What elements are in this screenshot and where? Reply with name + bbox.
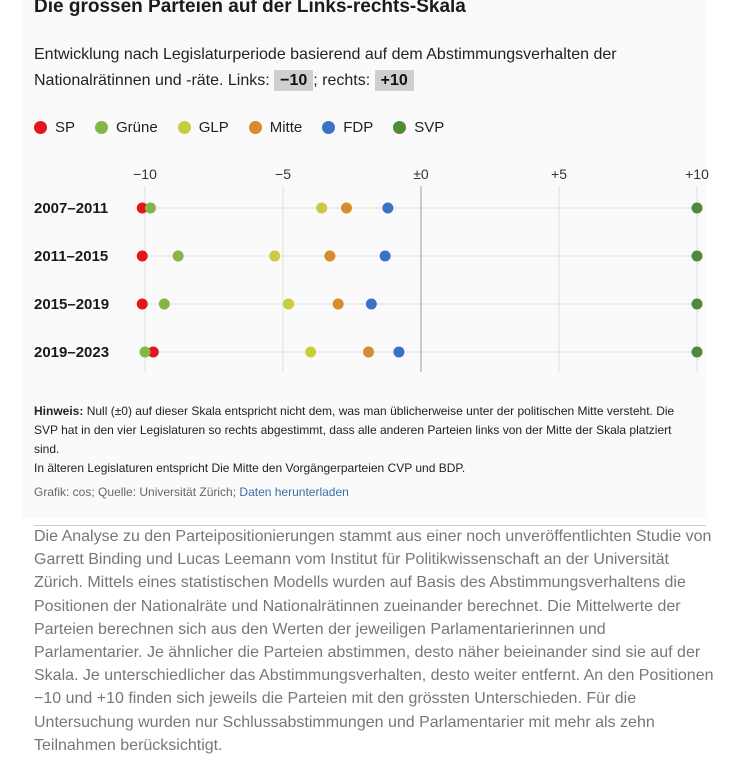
point-grüne — [139, 346, 151, 358]
point-svp — [691, 346, 703, 358]
x-tick-label: −10 — [133, 166, 157, 182]
download-data-link[interactable]: Daten herunterladen — [239, 485, 349, 499]
subtitle-mid: ; rechts: — [313, 72, 375, 89]
chart-source: Grafik: cos; Quelle: Universität Zürich;… — [34, 485, 349, 499]
point-mitte — [340, 202, 352, 214]
point-mitte — [324, 250, 336, 262]
legend-label: Mitte — [269, 118, 303, 136]
row-label: 2007–2011 — [34, 200, 108, 217]
chart-title: Die grossen Parteien auf der Links-recht… — [34, 0, 466, 17]
note-text-2: In älteren Legislaturen entspricht Die M… — [34, 461, 466, 475]
legend-label: GLP — [198, 118, 229, 136]
point-grüne — [145, 202, 157, 214]
point-svp — [691, 250, 703, 262]
legend-item-svp: SVP — [393, 119, 444, 136]
legend-label: SP — [55, 118, 76, 136]
legend-dot — [322, 120, 336, 134]
point-fdp — [379, 250, 391, 262]
point-fdp — [382, 202, 394, 214]
legend-item-glp: GLP — [177, 118, 229, 136]
point-grüne — [172, 250, 184, 262]
x-tick-label: +10 — [685, 166, 709, 182]
legend-label: SVP — [414, 118, 445, 136]
x-tick-label: −5 — [275, 166, 291, 182]
point-glp — [316, 202, 328, 214]
chart-legend: SP Grüne GLP Mitte FDP SVP — [34, 116, 464, 138]
point-glp — [269, 250, 281, 262]
legend-label: Grüne — [116, 118, 158, 136]
divider — [34, 525, 706, 526]
point-mitte — [363, 346, 375, 358]
row-label: 2011–2015 — [34, 248, 108, 265]
x-tick-label: ±0 — [413, 166, 429, 182]
subtitle-text: Entwicklung nach Legislaturperiode basie… — [34, 46, 617, 89]
right-badge: +10 — [374, 70, 414, 91]
row-label: 2019–2023 — [34, 344, 109, 361]
point-fdp — [393, 346, 405, 358]
dot-plot: −10 −5 ±0 +5 +10 2007–2011 2011–2015 2015–2019 2… — [34, 166, 709, 372]
chart-subtitle: Entwicklung nach Legislaturperiode basie… — [34, 42, 694, 94]
legend-item-sp: SP — [34, 119, 75, 136]
note-label: Hinweis: — [34, 404, 84, 418]
article-paragraph: Die Analyse zu den Parteipositionierunge… — [34, 528, 714, 754]
legend-dot — [34, 120, 47, 134]
legend-dot — [177, 120, 191, 134]
note-text: Null (±0) auf dieser Skala entspricht ni… — [34, 404, 675, 456]
legend-dot — [248, 120, 262, 134]
source-text: Grafik: cos; Quelle: Universität Zürich; — [34, 485, 240, 499]
point-sp — [136, 298, 148, 310]
chart-card — [22, 0, 707, 518]
left-badge: −10 — [274, 70, 314, 91]
point-mitte — [332, 298, 344, 310]
point-fdp — [365, 298, 377, 310]
legend-dot — [393, 120, 407, 134]
point-sp — [136, 202, 148, 214]
legend-label: FDP — [343, 118, 374, 136]
point-grüne — [158, 298, 170, 310]
legend-item-grüne: Grüne — [95, 119, 158, 136]
chart-note: Hinweis: Null (±0) auf dieser Skala ents… — [34, 402, 699, 478]
legend-item-fdp: FDP — [322, 119, 373, 136]
x-tick-label: +5 — [551, 166, 567, 182]
legend-item-mitte: Mitte — [248, 118, 303, 136]
row-label: 2015–2019 — [34, 296, 109, 313]
point-glp — [283, 298, 295, 310]
point-svp — [691, 202, 703, 214]
point-glp — [305, 346, 317, 358]
point-sp — [136, 250, 148, 262]
point-svp — [691, 298, 703, 310]
point-sp — [147, 346, 159, 358]
legend-dot — [95, 120, 109, 134]
